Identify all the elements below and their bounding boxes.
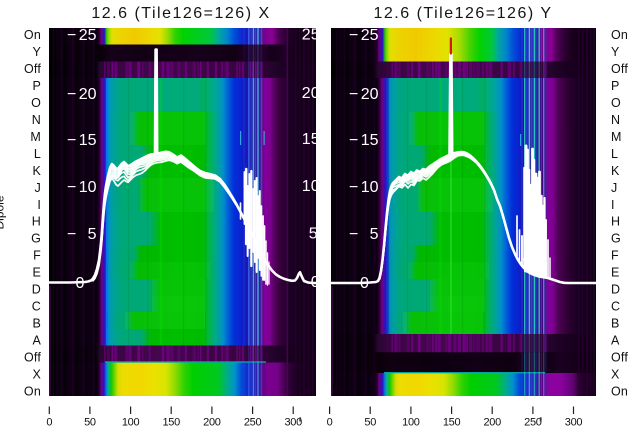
svg-text:250: 250 (244, 417, 262, 429)
svg-text:P: P (32, 79, 41, 93)
svg-text:X: X (611, 367, 620, 381)
svg-text:15: 15 (302, 131, 320, 148)
svg-text:20: 20 (302, 85, 320, 102)
svg-text:−: − (349, 27, 358, 44)
svg-text:15: 15 (79, 132, 97, 149)
svg-text:C: C (611, 300, 620, 314)
svg-text:L: L (34, 147, 41, 161)
svg-text:On: On (24, 28, 41, 42)
svg-text:100: 100 (402, 417, 420, 429)
svg-text:M: M (30, 130, 41, 144)
svg-text:H: H (611, 215, 620, 229)
svg-text:150: 150 (162, 417, 180, 429)
svg-text:On: On (611, 384, 628, 398)
svg-text:N: N (611, 113, 620, 127)
svg-text:F: F (611, 249, 619, 263)
svg-text:Off: Off (24, 350, 41, 364)
svg-text:25: 25 (361, 27, 379, 44)
svg-text:−: − (67, 27, 76, 44)
svg-text:I: I (37, 198, 41, 212)
svg-text:Dipole: Dipole (0, 195, 7, 229)
svg-text:B: B (32, 316, 41, 330)
svg-text:On: On (611, 28, 628, 42)
svg-text:E: E (32, 266, 41, 280)
svg-text:100: 100 (122, 417, 140, 429)
svg-text:150: 150 (443, 417, 461, 429)
svg-text:C: C (32, 300, 41, 314)
svg-text:E: E (611, 266, 620, 280)
svg-text:15: 15 (361, 132, 379, 149)
svg-text:5: 5 (309, 225, 318, 242)
svg-text:A: A (611, 333, 620, 347)
svg-text:−: − (349, 86, 358, 103)
svg-text:O: O (31, 96, 41, 110)
svg-text:25: 25 (79, 27, 97, 44)
svg-text:L: L (611, 147, 618, 161)
svg-text:Off: Off (24, 62, 41, 76)
svg-text:200: 200 (203, 417, 221, 429)
svg-text:−: − (67, 86, 76, 103)
svg-text:D: D (32, 283, 41, 297)
svg-text:Off: Off (611, 350, 628, 364)
svg-text:G: G (31, 232, 41, 246)
svg-text:5: 5 (88, 226, 97, 243)
svg-text:Off: Off (611, 62, 628, 76)
svg-text:J: J (35, 181, 41, 195)
svg-text:−: − (67, 179, 76, 196)
svg-text:G: G (611, 232, 621, 246)
svg-text:0: 0 (327, 417, 333, 429)
svg-text:0: 0 (46, 417, 52, 429)
svg-text:I: I (611, 198, 615, 212)
svg-text:A: A (32, 333, 41, 347)
svg-text:5: 5 (370, 226, 379, 243)
svg-text:50: 50 (84, 417, 96, 429)
svg-text:Y: Y (32, 45, 41, 59)
svg-text:D: D (611, 283, 620, 297)
svg-text:H: H (32, 215, 41, 229)
svg-text:P: P (611, 79, 620, 93)
svg-text:10: 10 (361, 179, 379, 196)
svg-text:J: J (611, 181, 617, 195)
svg-text:10: 10 (79, 179, 97, 196)
svg-text:20: 20 (79, 86, 97, 103)
svg-text:−: − (67, 132, 76, 149)
svg-text:12.6 (Tile126=126) Y: 12.6 (Tile126=126) Y (374, 5, 553, 22)
svg-text:250: 250 (524, 417, 542, 429)
svg-text:300: 300 (284, 417, 302, 429)
svg-text:20: 20 (361, 86, 379, 103)
svg-text:12.6 (Tile126=126) X: 12.6 (Tile126=126) X (91, 5, 270, 22)
svg-text:Y: Y (611, 45, 620, 59)
svg-text:K: K (611, 164, 620, 178)
svg-text:On: On (24, 384, 41, 398)
svg-text:10: 10 (302, 178, 320, 195)
svg-text:−: − (349, 226, 358, 243)
svg-text:300: 300 (565, 417, 583, 429)
svg-text:K: K (32, 164, 41, 178)
svg-text:25: 25 (302, 26, 320, 43)
svg-text:−: − (349, 132, 358, 149)
svg-text:M: M (611, 130, 622, 144)
svg-text:O: O (611, 96, 621, 110)
svg-text:B: B (611, 316, 620, 330)
svg-text:F: F (33, 249, 41, 263)
svg-text:X: X (32, 367, 41, 381)
svg-text:N: N (32, 113, 41, 127)
svg-text:−: − (349, 179, 358, 196)
svg-text:−: − (67, 226, 76, 243)
svg-text:200: 200 (483, 417, 501, 429)
svg-text:50: 50 (364, 417, 376, 429)
